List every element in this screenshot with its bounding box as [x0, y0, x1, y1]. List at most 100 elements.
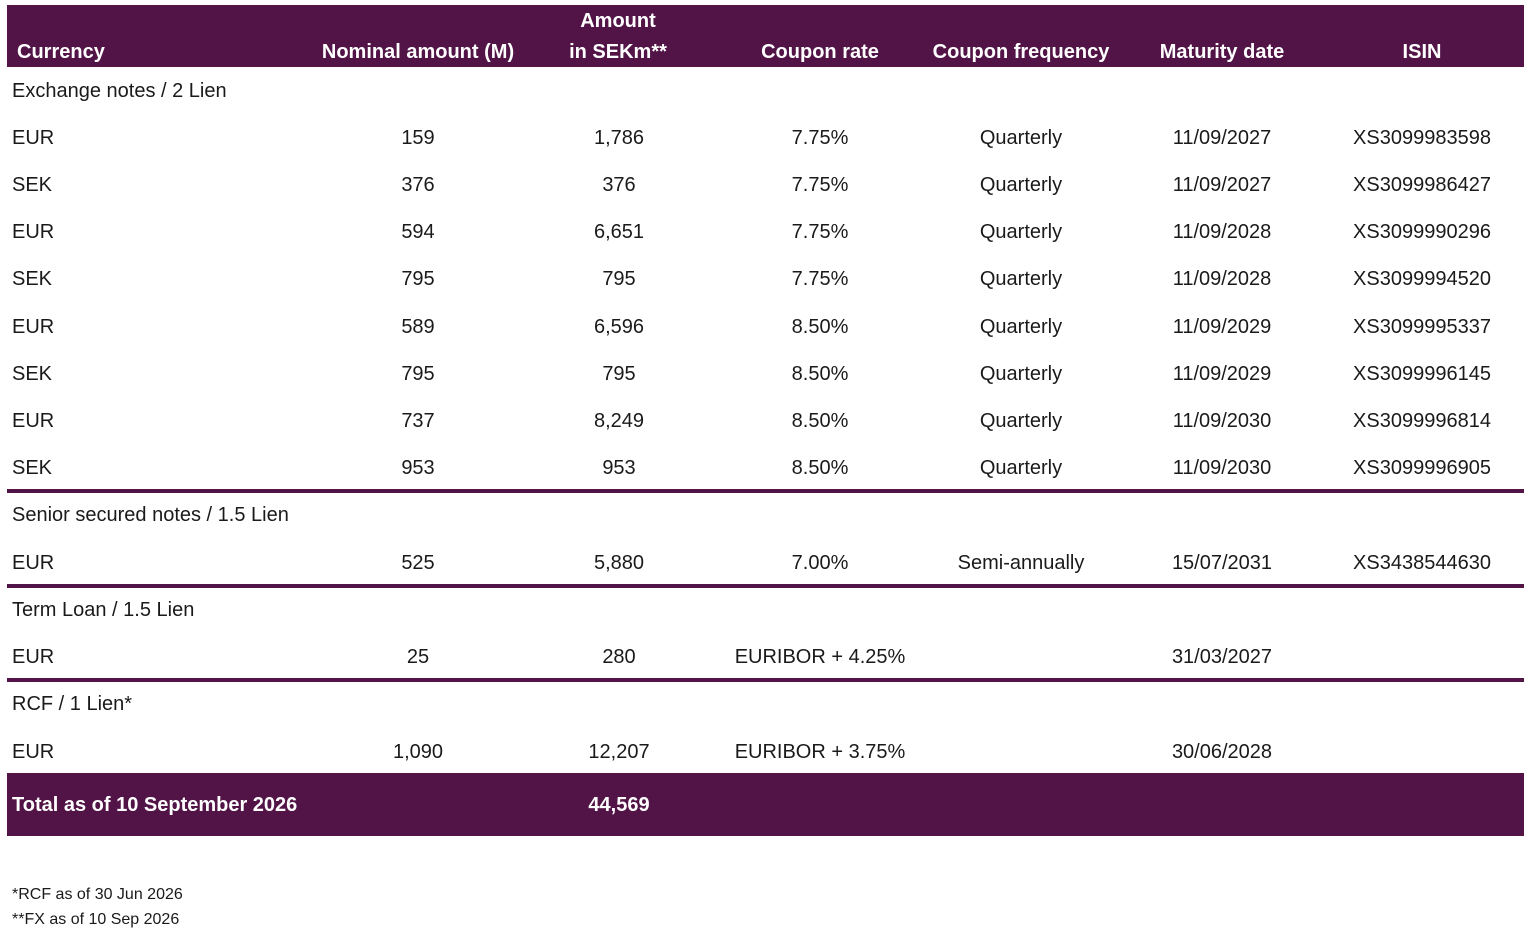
cell-frequency: Quarterly [979, 268, 1063, 290]
cell-rate: 8.50% [791, 316, 849, 338]
table-row: EUR 737 8,249 8.50% Quarterly 11/09/2030… [0, 407, 1528, 435]
total-label: Total as of 10 September 2026 [12, 794, 298, 816]
cell-maturity: 15/07/2031 [1171, 552, 1273, 574]
cell-nominal: 25 [406, 646, 430, 668]
cell-nominal: 594 [401, 221, 435, 243]
cell-isin: XS3099990296 [1353, 221, 1491, 243]
footnote-fx: **FX as of 10 Sep 2026 [12, 911, 180, 928]
cell-maturity: 31/03/2027 [1171, 646, 1273, 668]
cell-rate: 8.50% [791, 363, 849, 385]
cell-rate: 7.75% [791, 268, 849, 290]
cell-frequency: Quarterly [979, 410, 1063, 432]
cell-currency: EUR [12, 127, 55, 149]
cell-maturity: 11/09/2027 [1172, 127, 1272, 149]
table-header [7, 5, 1524, 67]
cell-amount: 376 [602, 174, 636, 196]
table-row: EUR 159 1,786 7.75% Quarterly 11/09/2027… [0, 124, 1528, 152]
cell-isin: XS3099994520 [1353, 268, 1491, 290]
cell-isin: XS3099986427 [1353, 174, 1491, 196]
table-row: SEK 795 795 7.75% Quarterly 11/09/2028 X… [0, 265, 1528, 293]
cell-nominal: 795 [401, 363, 435, 385]
section-title: Term Loan / 1.5 Lien [12, 599, 195, 621]
cell-amount: 6,596 [593, 316, 645, 338]
cell-rate: 7.00% [791, 552, 849, 574]
cell-isin: XS3099995337 [1353, 316, 1491, 338]
cell-frequency: Quarterly [979, 174, 1063, 196]
cell-maturity: 11/09/2030 [1172, 410, 1272, 432]
cell-rate: EURIBOR + 3.75% [734, 741, 906, 763]
cell-maturity: 11/09/2030 [1172, 457, 1272, 479]
cell-currency: EUR [12, 552, 55, 574]
cell-currency: SEK [12, 174, 53, 196]
cell-amount: 795 [602, 268, 636, 290]
cell-maturity: 11/09/2027 [1172, 174, 1272, 196]
cell-frequency: Quarterly [979, 363, 1063, 385]
table-row: EUR 525 5,880 7.00% Semi-annually 15/07/… [0, 549, 1528, 577]
section-divider [7, 489, 1524, 493]
header-amount-line1: Amount [580, 10, 656, 32]
cell-isin: XS3099996905 [1353, 457, 1491, 479]
cell-rate: 7.75% [791, 174, 849, 196]
cell-rate: 8.50% [791, 457, 849, 479]
cell-amount: 953 [602, 457, 636, 479]
section-title: RCF / 1 Lien* [12, 693, 133, 715]
cell-rate: 8.50% [791, 410, 849, 432]
total-amount: 44,569 [588, 794, 650, 816]
footnote-rcf: *RCF as of 30 Jun 2026 [12, 886, 183, 903]
cell-frequency: Semi-annually [957, 552, 1085, 574]
cell-maturity: 30/06/2028 [1171, 741, 1273, 763]
cell-amount: 12,207 [588, 741, 650, 763]
section-divider [7, 584, 1524, 588]
cell-currency: EUR [12, 410, 55, 432]
cell-amount: 8,249 [593, 410, 645, 432]
cell-amount: 5,880 [593, 552, 645, 574]
table-row: EUR 589 6,596 8.50% Quarterly 11/09/2029… [0, 313, 1528, 341]
header-coupon-frequency: Coupon frequency [932, 41, 1110, 63]
cell-isin: XS3099996145 [1353, 363, 1491, 385]
cell-amount: 6,651 [593, 221, 645, 243]
table-row: EUR 25 280 EURIBOR + 4.25% 31/03/2027 [0, 643, 1528, 671]
table-row: SEK 953 953 8.50% Quarterly 11/09/2030 X… [0, 454, 1528, 482]
section-divider [7, 678, 1524, 682]
cell-currency: EUR [12, 221, 55, 243]
cell-frequency: Quarterly [979, 127, 1063, 149]
header-maturity-date: Maturity date [1159, 41, 1285, 63]
cell-amount: 795 [602, 363, 636, 385]
cell-nominal: 1,090 [392, 741, 444, 763]
cell-rate: 7.75% [791, 221, 849, 243]
cell-frequency: Quarterly [979, 316, 1063, 338]
header-coupon-rate: Coupon rate [761, 41, 879, 63]
cell-frequency: Quarterly [979, 457, 1063, 479]
cell-currency: EUR [12, 646, 55, 668]
table-row: EUR 594 6,651 7.75% Quarterly 11/09/2028… [0, 218, 1528, 246]
cell-isin: XS3438544630 [1353, 552, 1491, 574]
header-amount-line2: in SEKm** [569, 41, 667, 63]
cell-amount: 1,786 [593, 127, 645, 149]
cell-nominal: 589 [401, 316, 435, 338]
table-row: EUR 1,090 12,207 EURIBOR + 3.75% 30/06/2… [0, 738, 1528, 766]
table-row: SEK 795 795 8.50% Quarterly 11/09/2029 X… [0, 360, 1528, 388]
cell-nominal: 376 [401, 174, 435, 196]
cell-frequency: Quarterly [979, 221, 1063, 243]
cell-currency: EUR [12, 316, 55, 338]
cell-maturity: 11/09/2028 [1172, 268, 1272, 290]
cell-isin: XS3099983598 [1353, 127, 1491, 149]
section-title: Exchange notes / 2 Lien [12, 80, 227, 102]
cell-nominal: 525 [401, 552, 435, 574]
total-row: Total as of 10 September 2026 44,569 [7, 773, 1524, 836]
header-isin: ISIN [1402, 41, 1442, 63]
cell-rate: EURIBOR + 4.25% [734, 646, 906, 668]
cell-nominal: 737 [401, 410, 435, 432]
section-title: Senior secured notes / 1.5 Lien [12, 504, 289, 526]
cell-isin: XS3099996814 [1353, 410, 1491, 432]
cell-rate: 7.75% [791, 127, 849, 149]
cell-nominal: 795 [401, 268, 435, 290]
cell-currency: SEK [12, 457, 53, 479]
table-row: SEK 376 376 7.75% Quarterly 11/09/2027 X… [0, 171, 1528, 199]
header-nominal: Nominal amount (M) [321, 41, 515, 63]
cell-maturity: 11/09/2028 [1172, 221, 1272, 243]
cell-nominal: 953 [401, 457, 435, 479]
cell-nominal: 159 [401, 127, 435, 149]
cell-currency: SEK [12, 363, 53, 385]
cell-maturity: 11/09/2029 [1172, 363, 1272, 385]
